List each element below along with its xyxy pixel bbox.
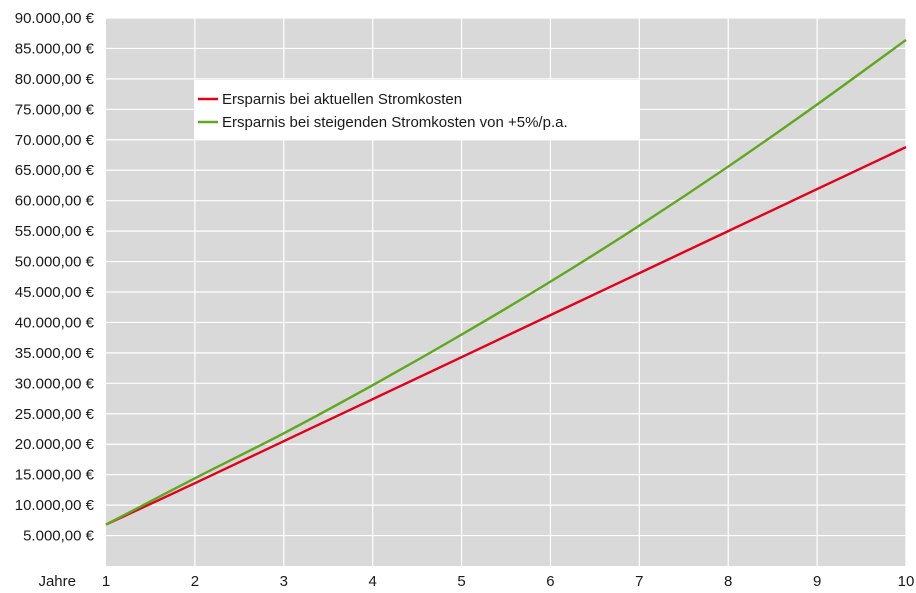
x-tick-label: 8 (724, 573, 732, 590)
y-tick-label: 5.000,00 € (23, 528, 95, 545)
y-tick-label: 30.000,00 € (15, 375, 95, 392)
x-tick-label: 5 (457, 573, 465, 590)
x-axis-ticks: Jahre 1 2 3 4 5 6 7 8 9 10 (38, 573, 914, 590)
y-tick-label: 75.000,00 € (15, 101, 95, 118)
y-tick-label: 10.000,00 € (15, 497, 95, 514)
y-tick-label: 70.000,00 € (15, 132, 95, 149)
y-tick-label: 40.000,00 € (15, 314, 95, 331)
y-tick-label: 50.000,00 € (15, 254, 95, 271)
legend-box (194, 80, 640, 140)
y-tick-label: 65.000,00 € (15, 162, 95, 179)
y-tick-label: 20.000,00 € (15, 436, 95, 453)
y-tick-label: 85.000,00 € (15, 40, 95, 57)
x-tick-label: 10 (898, 573, 915, 590)
x-axis-label: Jahre (38, 573, 76, 590)
x-tick-label: 4 (368, 573, 376, 590)
y-tick-label: 90.000,00 € (15, 10, 95, 27)
y-tick-label: 25.000,00 € (15, 406, 95, 423)
series-lines (105, 38, 907, 526)
y-tick-label: 15.000,00 € (15, 467, 95, 484)
legend: Ersparnis bei aktuellen Stromkosten Erspa… (194, 80, 640, 140)
y-tick-label: 60.000,00 € (15, 193, 95, 210)
y-tick-label: 55.000,00 € (15, 223, 95, 240)
y-tick-label: 45.000,00 € (15, 284, 95, 301)
y-axis-ticks: 5.000,00 € 10.000,00 € 15.000,00 € 20.000,0… (15, 10, 95, 545)
legend-label-1: Ersparnis bei aktuellen Stromkosten (222, 91, 462, 108)
x-tick-label: 6 (546, 573, 554, 590)
x-tick-label: 9 (813, 573, 821, 590)
y-tick-label: 35.000,00 € (15, 345, 95, 362)
x-tick-label: 1 (102, 573, 110, 590)
x-tick-label: 3 (280, 573, 288, 590)
y-tick-label: 80.000,00 € (15, 71, 95, 88)
x-tick-label: 7 (635, 573, 643, 590)
x-tick-label: 2 (191, 573, 199, 590)
series-line-1 (105, 145, 907, 526)
legend-label-2: Ersparnis bei steigenden Stromkosten von… (222, 114, 568, 131)
series-line-2 (105, 38, 907, 526)
